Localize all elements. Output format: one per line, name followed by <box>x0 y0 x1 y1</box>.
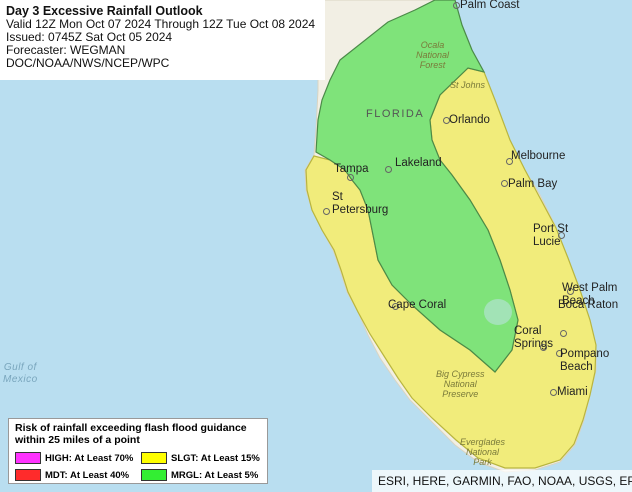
city-label-tampa: Tampa <box>334 163 369 175</box>
map-attribution[interactable]: ESRI, HERE, GARMIN, FAO, NOAA, USGS, EPA <box>372 470 632 492</box>
forecaster-name: Forecaster: WEGMAN <box>6 43 126 57</box>
legend-swatch-high <box>15 452 41 464</box>
city-label-palm-bay: Palm Bay <box>508 178 558 190</box>
issued-time: Issued: 0745Z Sat Oct 05 2024 <box>6 30 173 44</box>
city-label-boca-raton: Boca Raton <box>558 299 619 311</box>
city-label-west-palm-beach: West Palm Beach <box>562 282 618 307</box>
city-label-coral-springs: Coral Springs <box>514 325 553 350</box>
legend-item-mrgl: MRGL: At Least 5% <box>141 469 258 481</box>
agency-name: DOC/NOAA/NWS/NCEP/WPC <box>6 56 170 70</box>
outlook-info-panel: Day 3 Excessive Rainfall Outlook Valid 1… <box>0 0 325 80</box>
city-dot <box>540 344 547 351</box>
city-dot <box>567 288 574 295</box>
legend-item-slgt: SLGT: At Least 15% <box>141 452 260 464</box>
legend-label-slgt: SLGT: At Least 15% <box>171 452 260 464</box>
city-label-st-petersburg: St Petersburg <box>332 191 389 216</box>
city-dot <box>558 232 565 239</box>
mrgl-risk-area <box>315 0 519 373</box>
st-johns-label: St Johns <box>450 80 486 90</box>
state-label-florida: FLORIDA <box>366 108 425 120</box>
city-dot <box>392 303 399 310</box>
city-dot <box>550 389 557 396</box>
city-dot <box>385 166 392 173</box>
city-label-palm-coast: Palm Coast <box>460 0 520 11</box>
city-label-cape-coral: Cape Coral <box>388 299 447 311</box>
city-dot <box>501 180 508 187</box>
legend-title-line2: within 25 miles of a point <box>15 434 140 446</box>
legend-item-high: HIGH: At Least 70% <box>15 452 133 464</box>
everglades-label: Everglades National Park <box>460 437 506 467</box>
city-dot <box>453 2 460 9</box>
legend-item-mdt: MDT: At Least 40% <box>15 469 129 481</box>
city-label-pompano-beach: Pompano Beach <box>560 348 610 373</box>
city-dot <box>443 117 450 124</box>
city-dot <box>347 174 354 181</box>
city-dot <box>323 208 330 215</box>
city-dot <box>556 350 563 357</box>
city-label-miami: Miami <box>557 386 588 398</box>
ocala-forest-label: Ocala National Forest <box>416 40 450 70</box>
city-label-port-st-lucie: Port St Lucie <box>533 223 569 248</box>
legend-swatch-slgt <box>141 452 167 464</box>
city-label-melbourne: Melbourne <box>511 150 566 162</box>
legend-label-mrgl: MRGL: At Least 5% <box>171 469 259 481</box>
lake-okeechobee <box>484 299 512 325</box>
risk-legend: Risk of rainfall exceeding flash flood g… <box>8 418 268 484</box>
city-label-lakeland: Lakeland <box>395 157 442 169</box>
city-dot <box>506 158 513 165</box>
gulf-of-mexico-label: Gulf of Mexico <box>3 362 38 385</box>
outlook-title: Day 3 Excessive Rainfall Outlook <box>6 4 203 18</box>
big-cypress-label: Big Cypress National Preserve <box>436 369 485 399</box>
legend-label-mdt: MDT: At Least 40% <box>45 469 130 481</box>
legend-swatch-mdt <box>15 469 41 481</box>
legend-swatch-mrgl <box>141 469 167 481</box>
valid-period: Valid 12Z Mon Oct 07 2024 Through 12Z Tu… <box>6 17 316 31</box>
legend-title-line1: Risk of rainfall exceeding flash flood g… <box>15 422 247 434</box>
city-dot <box>560 330 567 337</box>
legend-label-high: HIGH: At Least 70% <box>45 452 134 464</box>
city-label-orlando: Orlando <box>449 114 490 126</box>
